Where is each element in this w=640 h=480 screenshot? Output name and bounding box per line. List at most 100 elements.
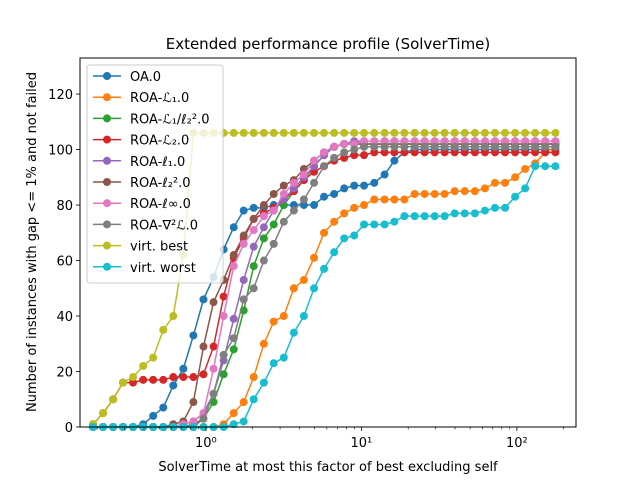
data-point bbox=[320, 264, 329, 273]
legend-label: ROA-ℓ₁.0 bbox=[130, 155, 185, 170]
data-point bbox=[289, 206, 298, 215]
legend-label: ROA-ℒ₂.0 bbox=[130, 134, 189, 149]
legend-marker bbox=[103, 135, 111, 144]
data-point bbox=[501, 148, 510, 157]
data-point bbox=[310, 128, 319, 137]
data-point bbox=[310, 284, 319, 293]
data-point bbox=[420, 137, 429, 146]
legend-label: virt. best bbox=[130, 240, 188, 255]
legend-item: ROA-∇²ℒ.0 bbox=[93, 218, 198, 233]
data-point bbox=[420, 128, 429, 137]
data-point bbox=[490, 203, 499, 212]
data-point bbox=[229, 409, 238, 418]
data-point bbox=[279, 353, 288, 362]
data-point bbox=[189, 331, 198, 340]
data-point bbox=[531, 162, 540, 171]
legend-item: ROA-ℓ₁.0 bbox=[93, 155, 185, 170]
data-point bbox=[470, 148, 479, 157]
data-point bbox=[360, 128, 369, 137]
data-point bbox=[531, 128, 540, 137]
data-point bbox=[340, 209, 349, 218]
data-point bbox=[370, 148, 379, 157]
data-point bbox=[269, 317, 278, 326]
data-point bbox=[521, 142, 530, 151]
data-point bbox=[259, 234, 268, 243]
data-point bbox=[249, 214, 258, 223]
data-point bbox=[239, 275, 248, 284]
data-point bbox=[380, 220, 389, 229]
data-point bbox=[360, 142, 369, 151]
data-point bbox=[470, 128, 479, 137]
data-point bbox=[470, 187, 479, 196]
data-point bbox=[229, 262, 238, 271]
data-point bbox=[480, 128, 489, 137]
data-point bbox=[129, 378, 138, 387]
data-point bbox=[490, 148, 499, 157]
data-point bbox=[430, 128, 439, 137]
legend-item: ROA-ℒ₁.0 bbox=[93, 91, 189, 106]
data-point bbox=[310, 253, 319, 262]
data-point bbox=[229, 420, 238, 429]
legend-label: virt. worst bbox=[130, 261, 196, 276]
data-point bbox=[229, 334, 238, 343]
data-point bbox=[340, 148, 349, 157]
data-point bbox=[109, 395, 118, 404]
data-point bbox=[219, 370, 228, 379]
data-point bbox=[289, 178, 298, 187]
data-point bbox=[350, 151, 359, 160]
data-point bbox=[350, 231, 359, 240]
data-point bbox=[299, 128, 308, 137]
data-point bbox=[199, 295, 208, 304]
data-point bbox=[551, 148, 560, 157]
data-point bbox=[259, 223, 268, 232]
data-point bbox=[249, 242, 258, 251]
plot-frame bbox=[79, 57, 577, 428]
data-point bbox=[320, 162, 329, 171]
data-point bbox=[269, 220, 278, 229]
y-tick-label: 40 bbox=[56, 310, 73, 325]
data-point bbox=[410, 137, 419, 146]
data-point bbox=[521, 164, 530, 173]
data-point bbox=[179, 373, 188, 382]
legend-item: virt. worst bbox=[93, 261, 196, 276]
data-point bbox=[269, 206, 278, 215]
data-point bbox=[289, 328, 298, 337]
data-point bbox=[501, 203, 510, 212]
data-point bbox=[460, 209, 469, 218]
data-point bbox=[541, 128, 550, 137]
data-point bbox=[521, 148, 530, 157]
data-point bbox=[279, 189, 288, 198]
data-point bbox=[360, 151, 369, 160]
data-point bbox=[400, 128, 409, 137]
data-point bbox=[269, 128, 278, 137]
data-point bbox=[400, 195, 409, 204]
data-point bbox=[239, 417, 248, 426]
legend-item: ROA-ℓ∞.0 bbox=[93, 197, 191, 212]
data-point bbox=[511, 173, 520, 182]
data-point bbox=[189, 417, 198, 426]
data-point bbox=[480, 137, 489, 146]
data-point bbox=[430, 142, 439, 151]
data-point bbox=[360, 137, 369, 146]
data-point bbox=[269, 239, 278, 248]
data-point bbox=[450, 187, 459, 196]
data-point bbox=[249, 262, 258, 271]
data-point bbox=[541, 137, 550, 146]
data-point bbox=[420, 142, 429, 151]
data-point bbox=[370, 137, 379, 146]
data-point bbox=[269, 189, 278, 198]
data-point bbox=[521, 128, 530, 137]
data-point bbox=[119, 378, 127, 387]
data-point bbox=[229, 345, 238, 354]
data-point bbox=[320, 128, 329, 137]
data-point bbox=[199, 370, 208, 379]
data-point bbox=[400, 137, 409, 146]
data-point bbox=[440, 128, 449, 137]
legend-item: ROA-ℒ₁/ℓ₂².0 bbox=[93, 112, 210, 127]
data-point bbox=[390, 156, 399, 165]
legend-label: ROA-ℓ₂².0 bbox=[130, 176, 191, 191]
data-point bbox=[440, 137, 449, 146]
data-point bbox=[279, 201, 288, 210]
data-point bbox=[531, 137, 540, 146]
data-point bbox=[541, 142, 550, 151]
